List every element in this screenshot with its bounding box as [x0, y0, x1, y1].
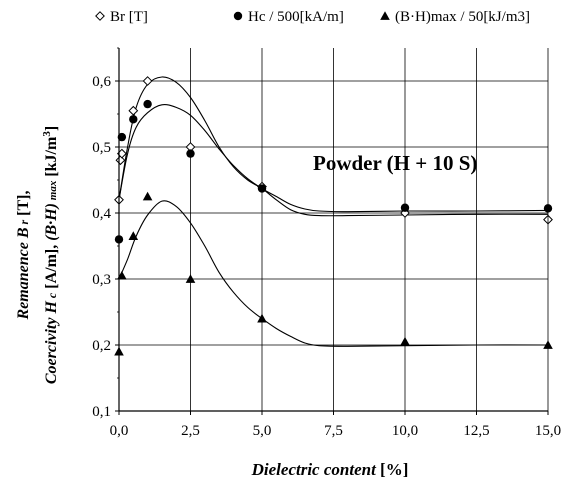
y-tick-label-2: 0,3 [92, 272, 111, 288]
x-tick-label-4: 10,0 [392, 423, 418, 439]
x-tick-labels: 0,0 2,5 5,0 7,5 10,0 12,5 15,0 [110, 423, 562, 439]
point-series-2-2 [128, 231, 139, 240]
label-part: [T], [15, 191, 32, 220]
y-tick-label-1: 0,2 [92, 338, 111, 354]
x-tick-label-0: 0,0 [110, 423, 129, 439]
x-tick-label-6: 15,0 [535, 423, 561, 439]
grid [119, 48, 548, 411]
legend-marker-2 [380, 11, 390, 20]
label-part: c [45, 292, 59, 301]
y-tick-labels: 0,1 0,2 0,3 0,4 0,5 0,6 [92, 74, 111, 420]
axes [115, 47, 549, 415]
label-part: r [17, 220, 31, 228]
point-series-0-3 [128, 105, 139, 116]
y-tick-label-5: 0,6 [92, 74, 111, 90]
label-part: ] [43, 126, 60, 131]
point-series-2-3 [142, 191, 153, 201]
legend: Br [T] Hc / 500[kA/m] (B·H)max / 50[kJ/m3] [95, 9, 530, 25]
label-part: [%] [376, 460, 409, 479]
data-points [114, 76, 553, 356]
label-part: [kJ/m [43, 136, 60, 181]
point-series-1-1 [117, 132, 127, 142]
legend-label-2: (B·H)max / 50[kJ/m3] [395, 9, 530, 25]
x-tick-label-3: 7,5 [324, 423, 343, 439]
y-axis-label-line-2: Coercivity H c [A/m], (B·H) max [kJ/m3] [41, 126, 60, 384]
x-tick-label-2: 5,0 [253, 423, 272, 439]
legend-label-1: Hc / 500[kA/m] [248, 9, 344, 25]
legend-marker-1 [233, 11, 243, 21]
label-part: Coercivity [43, 314, 60, 385]
y-tick-label-4: 0,5 [92, 140, 111, 156]
label-part: Dielectric content [251, 460, 377, 479]
legend-label-0: Br [T] [110, 9, 148, 25]
fit-curve-series-1 [118, 104, 549, 213]
label-part: [A/m], [43, 241, 60, 293]
point-series-1-2 [129, 115, 138, 124]
label-part: max [47, 180, 59, 203]
y-tick-label-0: 0,1 [92, 404, 111, 420]
point-series-2-4 [185, 274, 196, 283]
chart-annotation: Powder (H + 10 S) [313, 151, 477, 175]
y-tick-label-3: 0,4 [92, 206, 111, 222]
x-tick-label-1: 2,5 [181, 423, 200, 439]
label-part: H [43, 301, 60, 315]
point-series-1-3 [143, 99, 152, 109]
fit-curve-series-2 [118, 200, 549, 347]
point-series-0-4 [142, 76, 153, 86]
label-part: (B·H) [43, 203, 60, 241]
point-series-2-6 [400, 336, 410, 346]
point-series-0-1 [115, 155, 126, 166]
label-part: B [15, 227, 32, 239]
x-tick-label-5: 12,5 [463, 423, 489, 439]
point-series-2-5 [257, 313, 267, 323]
point-series-1-6 [400, 203, 410, 212]
point-series-1-5 [257, 184, 267, 193]
label-part: 3 [41, 131, 53, 137]
y-axis-label-line-1: Remanence B r [T], [15, 191, 32, 321]
legend-marker-0 [95, 11, 105, 21]
point-series-0-7 [400, 208, 410, 218]
x-axis-label: Dielectric content [%] [251, 460, 409, 479]
point-series-1-4 [186, 149, 195, 158]
label-part: Remanence [15, 238, 32, 320]
